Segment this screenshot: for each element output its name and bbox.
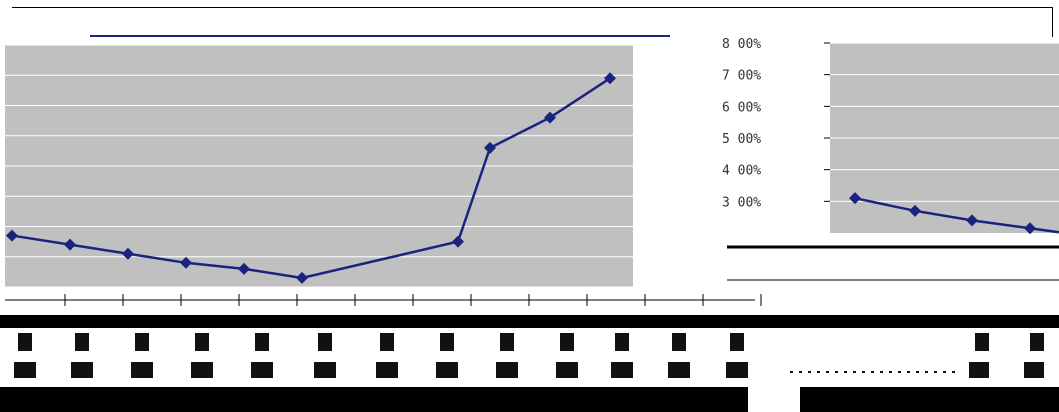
right-y-tick-labels: 3 00% 4 00% 5 00% 6 00% 7 00% 8 00% [722,37,761,210]
label-block [611,362,633,378]
label-block [314,362,336,378]
label-block [500,333,514,351]
right-data-point [966,214,978,227]
right-series-markers [849,192,1036,235]
label-block [672,333,686,351]
label-block [318,333,332,351]
left-line-chart [5,35,762,306]
label-block [18,333,32,351]
left-gridlines [5,44,633,288]
left-data-point [452,235,464,248]
left-data-point [544,111,556,124]
left-data-point [180,256,192,269]
label-block [975,333,989,351]
left-data-point [604,72,616,85]
label-block [75,333,89,351]
left-data-point [64,238,76,251]
label-block [730,333,744,351]
label-block [131,362,153,378]
right-y-tick-label: 7 00% [722,69,761,84]
label-block [135,333,149,351]
label-block [71,362,93,378]
label-block [726,362,748,378]
label-block [436,362,458,378]
right-y-tick-label: 5 00% [722,132,761,147]
bottom-dark-band-right [800,387,1059,412]
right-data-point [849,192,861,205]
label-block [376,362,398,378]
left-data-point [484,141,496,154]
label-block [668,362,690,378]
label-block [969,362,989,378]
left-data-point [238,262,250,275]
left-data-point [296,271,308,284]
left-series-line [11,77,611,280]
label-block [556,362,578,378]
label-block [560,333,574,351]
label-block [440,333,454,351]
right-y-tick-label: 6 00% [722,100,761,115]
label-block [14,362,36,378]
right-data-point [1024,222,1036,235]
label-block [496,362,518,378]
label-block [255,333,269,351]
label-block [195,333,209,351]
bottom-dark-band-top [0,315,1059,328]
label-block [615,333,629,351]
right-y-tick-label: 3 00% [722,195,761,210]
right-y-tick-label: 4 00% [722,164,761,179]
label-block [191,362,213,378]
left-x-ticks [64,294,762,306]
label-block [251,362,273,378]
right-data-point [909,204,921,217]
left-series-markers [6,72,616,284]
frame-right-line [1052,7,1053,37]
bottom-dark-band-left [0,387,748,412]
left-data-point [6,229,18,242]
label-block [1024,362,1044,378]
right-gridlines [824,42,1059,202]
label-block [380,333,394,351]
left-data-point [122,247,134,260]
garbled-label-blocks [14,333,1044,378]
label-block [1030,333,1044,351]
frame-top-line [12,7,1052,8]
right-line-chart: 3 00% 4 00% 5 00% 6 00% 7 00% 8 00% [722,37,1059,281]
right-y-tick-label: 8 00% [722,37,761,52]
